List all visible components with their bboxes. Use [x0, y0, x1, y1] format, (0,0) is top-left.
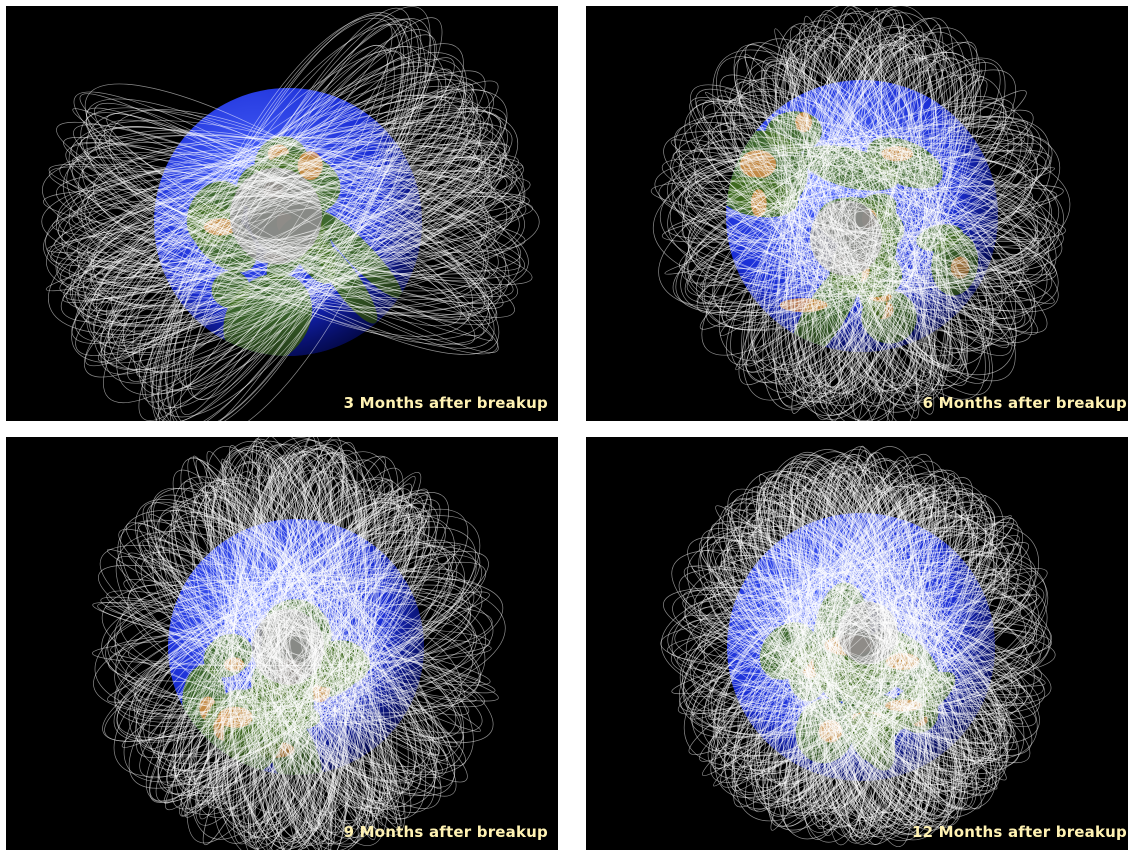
orbit-panel-3-months: 3 Months after breakup [6, 6, 558, 421]
panel-caption: 3 Months after breakup [343, 394, 548, 412]
orbit-panel-9-months: 9 Months after breakup [6, 437, 558, 850]
earth-orbit-image [660, 445, 1056, 848]
earth-orbit-image [41, 6, 540, 421]
orbit-panel-12-months: 12 Months after breakup [586, 437, 1128, 850]
orbit-panel-6-months: 6 Months after breakup [586, 6, 1128, 421]
orbit-tracks [92, 437, 506, 850]
earth-orbit-image [650, 6, 1071, 421]
panel-caption: 6 Months after breakup [922, 394, 1127, 412]
orbit-tracks [650, 6, 1071, 421]
panel-caption: 12 Months after breakup [911, 823, 1127, 841]
earth-orbit-image [92, 437, 506, 850]
orbit-tracks [41, 6, 540, 421]
panel-caption: 9 Months after breakup [343, 823, 548, 841]
orbit-tracks [660, 445, 1056, 848]
